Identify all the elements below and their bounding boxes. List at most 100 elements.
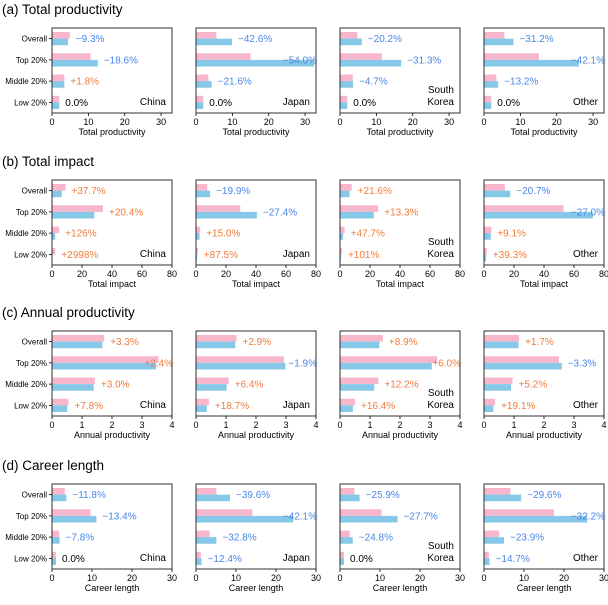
bar-blue [52, 494, 67, 502]
x-tick-label: 20 [120, 117, 130, 127]
bar-blue [484, 494, 522, 502]
change-label: −12.4% [208, 554, 242, 565]
bar-pink [484, 95, 492, 103]
change-label: +87.5% [204, 250, 238, 261]
bar-blue [52, 558, 56, 565]
change-label: +15.0% [206, 229, 240, 240]
change-label: −42.1% [283, 511, 317, 522]
x-axis-label: Total productivity [510, 127, 578, 137]
change-label: +21.6% [358, 186, 392, 197]
x-tick-label: 0 [49, 573, 54, 583]
bar-pink [484, 205, 564, 212]
x-axis-label: Career length [517, 583, 572, 593]
x-tick-label: 0 [337, 117, 342, 127]
bar-blue [484, 190, 511, 198]
change-label: 0.0% [497, 98, 520, 109]
panel-south-korea: −20.2% −31.3% −4.7% 0.0% 0 10 20 30 Total produc… [337, 27, 461, 137]
x-tick-label: 20 [77, 269, 87, 279]
row-label: Low 20% [14, 250, 47, 259]
bar-blue [340, 384, 375, 391]
change-label: +3.0% [101, 380, 130, 391]
panel-frame [483, 27, 605, 114]
x-axis-label: Total impact [88, 279, 137, 289]
bar-blue [484, 558, 490, 565]
x-tick-label: 3 [283, 420, 288, 430]
bar-pink [52, 226, 60, 234]
bar-pink [340, 335, 383, 342]
bar-blue [340, 59, 402, 67]
x-axis-label: Annual productivity [74, 430, 151, 440]
bar-pink [484, 247, 487, 255]
x-tick-label: 60 [281, 269, 291, 279]
x-tick-label: 0 [337, 420, 342, 430]
panel-japan: −19.9% −27.4% +15.0% +87.5% 0 20 40 60 80 Total i… [193, 179, 321, 289]
bar-pink [52, 551, 56, 559]
bar-pink [52, 184, 66, 191]
bar-blue [196, 362, 286, 370]
change-label: −39.6% [236, 490, 270, 501]
panel-frame [339, 483, 461, 570]
bar-pink [340, 377, 379, 385]
bar-blue [196, 102, 204, 109]
bar-pink [196, 488, 217, 495]
bar-pink [340, 184, 352, 191]
x-axis-label: Career length [85, 583, 140, 593]
bar-pink [52, 74, 65, 82]
x-axis-label: Annual productivity [506, 430, 583, 440]
x-tick-label: 4 [457, 420, 462, 430]
bar-blue [484, 515, 588, 523]
change-label: −13.2% [504, 77, 538, 88]
row-label: Top 20% [16, 208, 47, 217]
bar-pink [196, 32, 217, 39]
bar-blue [484, 81, 499, 88]
change-label: 0.0% [209, 98, 232, 109]
bar-blue [340, 102, 348, 109]
x-tick-label: 0 [193, 573, 198, 583]
row-label: Overall [22, 338, 48, 347]
bar-blue [52, 211, 95, 219]
region-label: Other [573, 249, 599, 260]
bar-blue [484, 102, 492, 109]
change-label: +20.4% [109, 207, 143, 218]
region-label: China [140, 400, 167, 411]
bar-blue [196, 384, 227, 391]
change-label: −29.6% [527, 490, 561, 501]
bar-pink [484, 509, 554, 516]
bar-blue [340, 38, 362, 46]
x-tick-label: 80 [599, 269, 608, 279]
bar-blue [484, 38, 514, 46]
x-tick-label: 1 [79, 420, 84, 430]
bar-blue [52, 102, 60, 109]
x-tick-label: 0 [49, 269, 54, 279]
panel-china: +37.7%+20.4% +126% +2998% 0 20 40 60 80 Total im… [49, 179, 177, 289]
region-label: Japan [283, 97, 310, 108]
x-axis-label: Total impact [232, 279, 281, 289]
row-label: Low 20% [14, 554, 47, 563]
change-label: 0.0% [62, 554, 85, 565]
change-label: +126% [65, 229, 97, 240]
bar-blue [484, 405, 494, 412]
change-label: −31.3% [407, 55, 441, 66]
change-label: −23.9% [510, 533, 544, 544]
bar-pink [484, 32, 505, 39]
bar-blue [340, 537, 353, 544]
x-tick-label: 1 [223, 420, 228, 430]
row-label: Middle 20% [5, 380, 47, 389]
bar-pink [196, 205, 241, 212]
x-tick-label: 20 [552, 117, 562, 127]
bar-blue [196, 254, 198, 261]
bar-blue [340, 81, 354, 88]
bar-blue [196, 190, 211, 198]
change-label: +7.8% [75, 401, 104, 412]
region-label: Other [573, 97, 599, 108]
bar-pink [340, 356, 438, 363]
region-label: Korea [427, 249, 454, 260]
panel-other: +1.7% −3.3% +5.2% +19.1% 0 1 2 3 4 Annual product… [481, 330, 607, 440]
x-tick-label: 0 [481, 420, 486, 430]
bar-pink [52, 32, 70, 39]
bar-blue [52, 81, 65, 88]
bar-blue [484, 59, 579, 67]
panel-china: −11.8% −13.4% −7.8% 0.0% 0 10 20 30 Career lengt… [49, 483, 177, 593]
panel-south-korea: −25.9% −27.7% −24.8% 0.0% 0 10 20 30 Career leng… [337, 483, 465, 593]
